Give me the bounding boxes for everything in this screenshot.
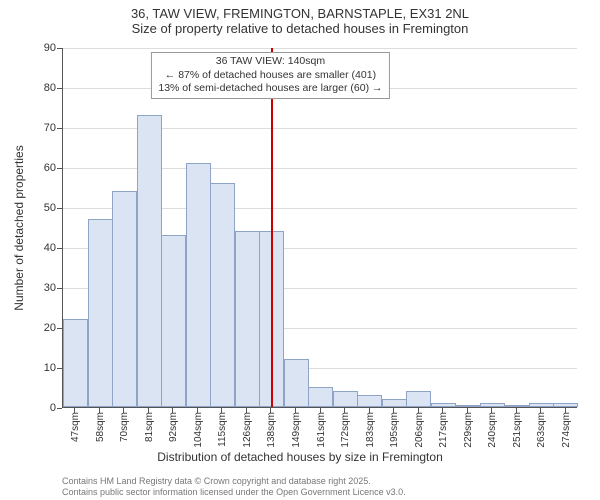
- histogram-bar: [308, 387, 333, 407]
- x-tick-label: 217sqm: [438, 412, 449, 448]
- y-tick-mark: [57, 168, 62, 169]
- histogram-bar: [455, 405, 480, 407]
- histogram-bar: [63, 319, 88, 407]
- y-tick-mark: [57, 88, 62, 89]
- histogram-bar: [161, 235, 186, 407]
- x-tick-label: 138sqm: [266, 412, 277, 448]
- y-tick-mark: [57, 368, 62, 369]
- y-tick-mark: [57, 248, 62, 249]
- attribution-footer: Contains HM Land Registry data © Crown c…: [62, 476, 406, 499]
- reference-line: [271, 48, 273, 407]
- histogram-bar: [333, 391, 358, 407]
- y-tick-mark: [57, 48, 62, 49]
- x-tick-label: 92sqm: [168, 412, 179, 442]
- plot-area: 010203040506070809047sqm58sqm70sqm81sqm9…: [62, 48, 577, 408]
- histogram-bar: [431, 403, 456, 407]
- y-tick-label: 60: [44, 162, 56, 174]
- y-axis-label: Number of detached properties: [12, 145, 26, 310]
- annotation-line1: 36 TAW VIEW: 140sqm: [158, 55, 382, 69]
- x-tick-label: 104sqm: [193, 412, 204, 448]
- y-tick-mark: [57, 208, 62, 209]
- y-tick-label: 90: [44, 42, 56, 54]
- histogram-bar: [480, 403, 505, 407]
- x-tick-label: 70sqm: [119, 412, 130, 442]
- y-tick-label: 80: [44, 82, 56, 94]
- histogram-bar: [529, 403, 554, 407]
- histogram-bar: [553, 403, 578, 407]
- y-tick-mark: [57, 328, 62, 329]
- histogram-bar: [284, 359, 309, 407]
- y-tick-label: 70: [44, 122, 56, 134]
- x-tick-label: 274sqm: [561, 412, 572, 448]
- histogram-bar: [504, 405, 529, 407]
- x-tick-label: 126sqm: [242, 412, 253, 448]
- y-tick-label: 10: [44, 362, 56, 374]
- histogram-bar: [210, 183, 235, 407]
- y-tick-mark: [57, 128, 62, 129]
- y-tick-mark: [57, 288, 62, 289]
- x-tick-label: 161sqm: [316, 412, 327, 448]
- x-tick-label: 115sqm: [217, 412, 228, 447]
- y-tick-label: 50: [44, 202, 56, 214]
- x-tick-label: 81sqm: [144, 412, 155, 442]
- x-tick-label: 251sqm: [512, 412, 523, 448]
- y-tick-label: 40: [44, 242, 56, 254]
- chart-container: 36, TAW VIEW, FREMINGTON, BARNSTAPLE, EX…: [0, 0, 600, 500]
- annotation-line2: ← 87% of detached houses are smaller (40…: [158, 69, 382, 83]
- x-tick-label: 58sqm: [95, 412, 106, 442]
- y-tick-label: 0: [50, 402, 56, 414]
- histogram-bar: [186, 163, 211, 407]
- grid-line: [63, 48, 577, 49]
- x-tick-label: 47sqm: [70, 412, 81, 442]
- x-tick-label: 149sqm: [291, 412, 302, 448]
- x-tick-label: 229sqm: [463, 412, 474, 448]
- y-tick-label: 20: [44, 322, 56, 334]
- histogram-bar: [357, 395, 382, 407]
- histogram-bar: [88, 219, 113, 407]
- x-tick-label: 172sqm: [340, 412, 351, 448]
- y-tick-mark: [57, 408, 62, 409]
- histogram-bar: [112, 191, 137, 407]
- histogram-bar: [406, 391, 431, 407]
- annotation-line3: 13% of semi-detached houses are larger (…: [158, 82, 382, 96]
- histogram-bar: [137, 115, 162, 407]
- x-axis-label: Distribution of detached houses by size …: [0, 450, 600, 464]
- x-tick-label: 183sqm: [365, 412, 376, 448]
- footer-line2: Contains public sector information licen…: [62, 487, 406, 498]
- histogram-bar: [382, 399, 407, 407]
- title-line1: 36, TAW VIEW, FREMINGTON, BARNSTAPLE, EX…: [0, 0, 600, 21]
- plot-bg: [62, 48, 577, 408]
- x-tick-label: 240sqm: [487, 412, 498, 448]
- title-line2: Size of property relative to detached ho…: [0, 21, 600, 40]
- histogram-bar: [235, 231, 260, 407]
- y-tick-label: 30: [44, 282, 56, 294]
- footer-line1: Contains HM Land Registry data © Crown c…: [62, 476, 406, 487]
- x-tick-label: 263sqm: [536, 412, 547, 448]
- x-tick-label: 206sqm: [414, 412, 425, 448]
- annotation-box: 36 TAW VIEW: 140sqm← 87% of detached hou…: [151, 52, 389, 99]
- x-tick-label: 195sqm: [389, 412, 400, 448]
